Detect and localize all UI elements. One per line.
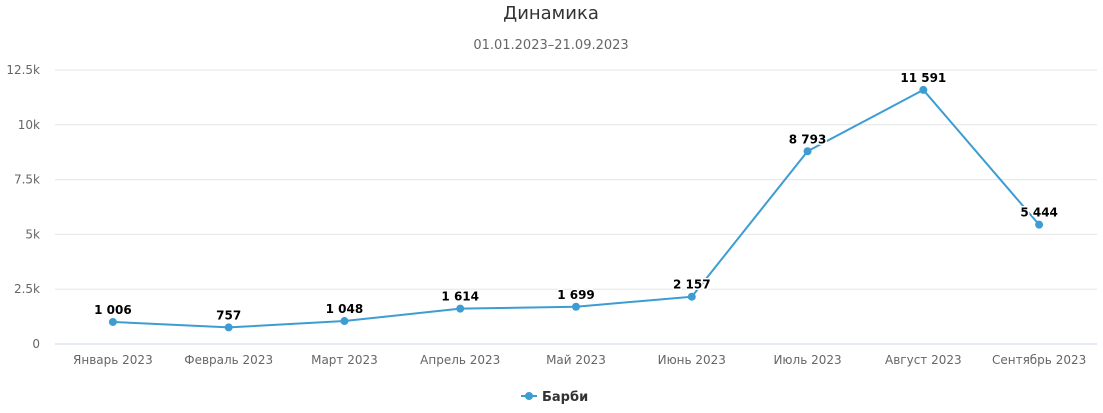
data-label: 1 048 xyxy=(326,302,364,316)
data-point[interactable] xyxy=(687,292,696,301)
x-tick-label: Июнь 2023 xyxy=(658,353,726,367)
grid xyxy=(55,69,1097,345)
x-tick-label: Февраль 2023 xyxy=(184,353,273,367)
y-tick-label: 0 xyxy=(32,337,40,351)
x-tick-label: Май 2023 xyxy=(546,353,606,367)
data-point[interactable] xyxy=(456,304,465,313)
data-label: 1 614 xyxy=(441,290,479,304)
x-tick-label: Сентябрь 2023 xyxy=(992,353,1086,367)
y-axis: 0 2.5k 5k 7.5k 10k 12.5k xyxy=(6,63,40,351)
data-point[interactable] xyxy=(108,317,117,326)
data-label: 2 157 xyxy=(673,278,711,292)
data-point[interactable] xyxy=(340,317,349,326)
series-layer: 1 006 757 1 048 1 614 1 699 2 157 8 793 11 591 5… xyxy=(93,69,1059,332)
data-label: 1 699 xyxy=(557,288,595,302)
legend-item-label[interactable]: Барби xyxy=(542,390,588,405)
x-axis: Январь 2023 Февраль 2023 Март 2023 Апрель 2… xyxy=(73,353,1086,367)
data-label: 11 591 xyxy=(900,71,946,85)
chart-title: Динамика xyxy=(503,3,599,24)
x-tick-label: Март 2023 xyxy=(311,353,378,367)
data-label: 1 006 xyxy=(94,303,132,317)
x-tick-label: Август 2023 xyxy=(885,353,962,367)
y-tick-label: 2.5k xyxy=(14,282,40,296)
x-tick-label: Январь 2023 xyxy=(73,353,153,367)
y-tick-label: 7.5k xyxy=(14,173,40,187)
y-tick-label: 5k xyxy=(25,227,40,241)
data-label: 5 444 xyxy=(1020,206,1058,220)
data-point[interactable] xyxy=(1035,220,1044,229)
data-point[interactable] xyxy=(919,85,928,94)
data-point[interactable] xyxy=(803,147,812,156)
data-label: 8 793 xyxy=(789,132,827,146)
legend-marker-icon xyxy=(525,392,533,400)
legend[interactable]: Барби xyxy=(521,390,588,405)
data-point[interactable] xyxy=(224,323,233,332)
data-label: 757 xyxy=(216,308,241,322)
x-tick-label: Июль 2023 xyxy=(773,353,841,367)
data-point[interactable] xyxy=(572,302,580,311)
x-tick-label: Апрель 2023 xyxy=(420,353,500,367)
y-tick-label: 10k xyxy=(18,118,40,132)
y-tick-label: 12.5k xyxy=(6,63,40,77)
chart-subtitle: 01.01.2023–21.09.2023 xyxy=(473,38,628,53)
